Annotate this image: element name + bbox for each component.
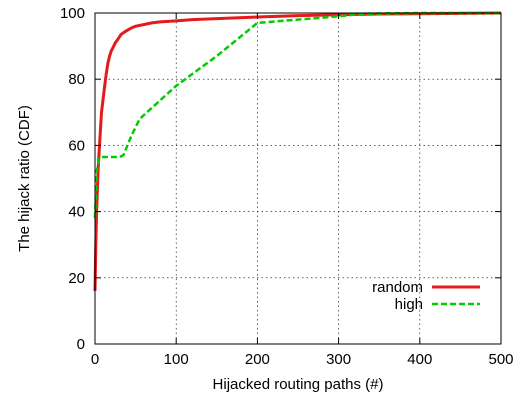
y-tick-label: 60 [68,137,85,154]
x-tick-label: 200 [245,351,270,368]
y-tick-label: 40 [68,204,85,221]
x-tick-label: 500 [488,351,513,368]
legend-label-high: high [395,296,423,313]
x-axis-title: Hijacked routing paths (#) [213,376,384,393]
grid-lines [95,13,501,344]
x-tick-label: 100 [164,351,189,368]
x-tick-label: 300 [326,351,351,368]
x-tick-label: 0 [91,351,99,368]
x-tick-label: 400 [407,351,432,368]
series-line-high [93,11,501,219]
y-tick-label: 80 [68,71,85,88]
series-lines [93,11,502,292]
series-line-random [93,11,502,292]
axis-tick-labels: 0 100 200 300 400 500 0 20 40 60 80 100 [60,5,514,368]
legend-label-random: random [372,279,423,296]
axis-ticks [94,12,502,345]
legend: random high [372,279,480,313]
y-tick-label: 100 [60,5,85,22]
y-axis-title: The hijack ratio (CDF) [16,105,33,252]
y-tick-label: 0 [77,336,85,353]
plot-frame [94,12,502,345]
y-tick-label: 20 [68,270,85,287]
